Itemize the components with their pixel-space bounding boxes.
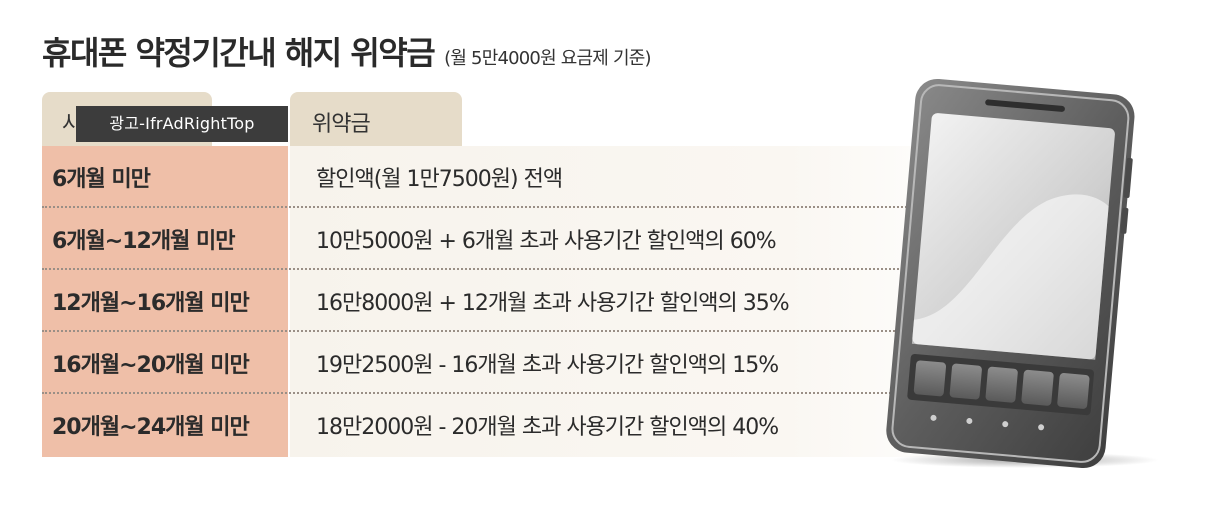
period-cell: 16개월~20개월 미만: [52, 353, 250, 378]
penalty-cell: 18만2000원 - 20개월 초과 사용기간 할인액의 40%: [316, 415, 779, 440]
table-row: 20개월~24개월 미만 18만2000원 - 20개월 초과 사용기간 할인액…: [42, 394, 922, 456]
header-tab-penalty: 위약금: [290, 92, 462, 146]
penalty-cell: 10만5000원 + 6개월 초과 사용기간 할인액의 60%: [316, 229, 777, 254]
table-row: 16개월~20개월 미만 19만2500원 - 16개월 초과 사용기간 할인액…: [42, 332, 922, 394]
table-row: 6개월~12개월 미만 10만5000원 + 6개월 초과 사용기간 할인액의 …: [42, 208, 922, 270]
period-cell: 6개월 미만: [52, 167, 151, 192]
title-sub: (월 5만4000원 요금제 기준): [444, 48, 651, 69]
smartphone-illustration-icon: [860, 78, 1160, 478]
penalty-cell: 19만2500원 - 16개월 초과 사용기간 할인액의 15%: [316, 353, 779, 378]
period-cell: 6개월~12개월 미만: [52, 229, 235, 254]
period-column-background: [42, 146, 288, 457]
infographic-title: 휴대폰 약정기간내 해지 위약금 (월 5만4000원 요금제 기준): [42, 28, 652, 74]
penalty-cell: 할인액(월 1만7500원) 전액: [316, 167, 563, 192]
period-cell: 20개월~24개월 미만: [52, 415, 250, 440]
table-row: 6개월 미만 할인액(월 1만7500원) 전액: [42, 146, 922, 208]
table-row: 12개월~16개월 미만 16만8000원 + 12개월 초과 사용기간 할인액…: [42, 270, 922, 332]
penalty-column-background: [290, 146, 1000, 457]
ad-label-badge[interactable]: 광고-IfrAdRightTop: [76, 106, 288, 142]
title-main: 휴대폰 약정기간내 해지 위약금: [42, 34, 436, 72]
penalty-cell: 16만8000원 + 12개월 초과 사용기간 할인액의 35%: [316, 291, 790, 316]
period-cell: 12개월~16개월 미만: [52, 291, 250, 316]
header-penalty-label: 위약금: [312, 112, 371, 137]
